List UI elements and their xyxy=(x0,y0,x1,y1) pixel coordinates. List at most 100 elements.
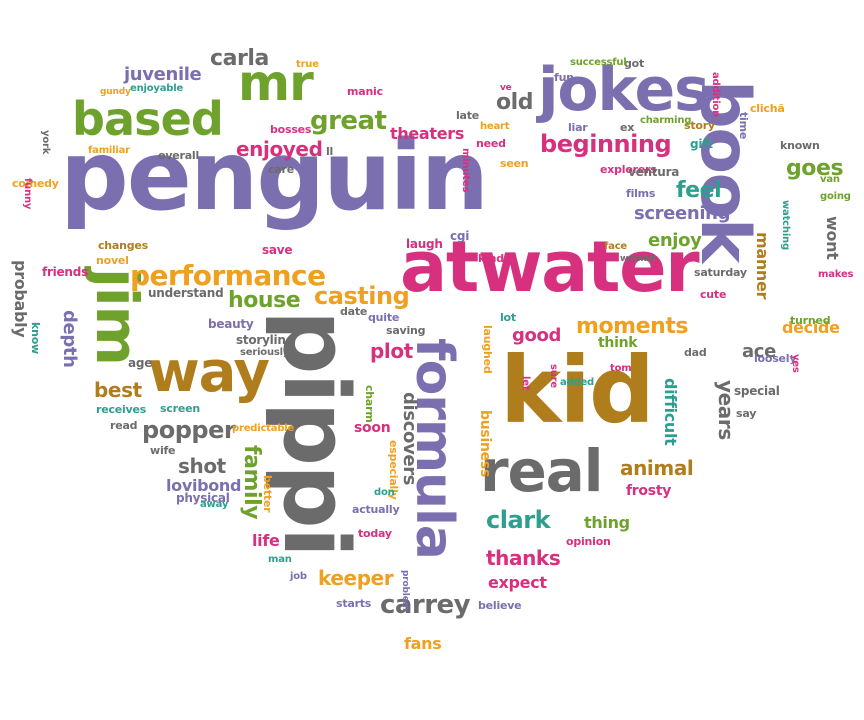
word-fans: fans xyxy=(404,634,442,653)
word-late: late xyxy=(456,109,480,122)
word-difficult: difficult xyxy=(661,378,680,446)
word-dad: dad xyxy=(684,346,707,359)
word-ex: ex xyxy=(620,121,635,134)
word-moments: moments xyxy=(576,314,689,339)
word-penguin: penguin xyxy=(60,120,489,232)
word-funny: funny xyxy=(22,178,33,210)
word-friends: friends xyxy=(42,265,88,279)
word-predictable: predictable xyxy=(232,423,295,434)
word-ve: ve xyxy=(500,83,512,93)
word-performance: performance xyxy=(130,259,326,292)
word-ace: ace xyxy=(742,341,776,362)
word-know: know xyxy=(29,322,42,354)
word-minutes: minutes xyxy=(460,148,471,193)
word-care: care xyxy=(268,163,294,176)
word-going: going xyxy=(820,191,851,202)
word-kid: kid xyxy=(500,337,655,444)
word-screen: screen xyxy=(160,402,200,415)
word-gundy: gundy xyxy=(100,87,131,97)
word-seriously: seriously xyxy=(240,347,290,358)
word-juvenile: juvenile xyxy=(124,64,202,85)
word-date: date xyxy=(340,305,368,318)
word-physical: physical xyxy=(176,491,230,505)
word-popper: popper xyxy=(142,416,236,444)
word-years: years xyxy=(714,380,738,440)
word-carla: carla xyxy=(210,46,269,71)
word-explorers: explorers xyxy=(600,163,657,176)
word-shot: shot xyxy=(178,454,226,478)
word-problem: problem xyxy=(400,570,410,611)
word-clark: clark xyxy=(486,506,551,534)
word-believe: believe xyxy=(478,599,522,612)
word-good: good xyxy=(512,325,562,346)
word-don: don xyxy=(374,487,395,498)
word-business: business xyxy=(477,410,493,478)
word-away: away xyxy=(200,499,229,510)
word-york: york xyxy=(40,130,51,155)
word-liar: liar xyxy=(568,121,588,134)
word-probably: probably xyxy=(11,260,30,338)
word-makes: makes xyxy=(818,269,854,280)
word-think: think xyxy=(598,335,638,351)
word-read: read xyxy=(110,419,138,432)
word-seen: seen xyxy=(500,157,529,170)
word-job: job xyxy=(290,571,307,582)
word-decide: decide xyxy=(782,318,840,337)
word-got: got xyxy=(624,57,645,70)
word-theaters: theaters xyxy=(390,124,465,143)
word-need: need xyxy=(476,137,506,150)
word-woman: woman xyxy=(620,254,656,264)
word-changes: changes xyxy=(98,239,148,252)
word-quite: quite xyxy=(368,311,400,324)
word-goes: goes xyxy=(786,156,844,181)
word-casting: casting xyxy=(314,282,410,310)
word-atwater: atwater xyxy=(400,226,700,308)
word-frosty: frosty xyxy=(626,483,672,499)
word-jokes: jokes xyxy=(538,55,710,125)
word-time: time xyxy=(737,112,750,140)
word-tom: tom xyxy=(610,363,632,374)
word-say: say xyxy=(736,407,757,420)
word-wife: wife xyxy=(150,444,176,457)
word-known: known xyxy=(780,139,820,152)
word-depth: depth xyxy=(59,310,80,368)
word-saturday: saturday xyxy=(694,266,747,279)
word-carrey: carrey xyxy=(380,590,471,620)
word-wont: wont xyxy=(823,216,842,260)
word-thing: thing xyxy=(584,513,630,532)
word-old: old xyxy=(496,90,534,115)
word-comedy: comedy xyxy=(12,177,59,190)
word-great: great xyxy=(310,106,387,136)
word-save: save xyxy=(262,243,293,257)
word-charm: charm xyxy=(363,385,376,423)
word-turned: turned xyxy=(790,314,831,327)
word-actually: actually xyxy=(352,503,400,516)
word-sure: sure xyxy=(548,364,559,388)
word-receives: receives xyxy=(96,403,147,416)
word-feel: feel xyxy=(676,178,722,203)
word-plot: plot xyxy=(370,339,413,363)
word-better: better xyxy=(261,475,274,513)
word-yes: yes xyxy=(790,354,801,373)
word-bosses: bosses xyxy=(270,123,312,136)
word-discovers: discovers xyxy=(399,392,420,486)
word-starts: starts xyxy=(336,597,372,610)
word-ventura: ventura xyxy=(628,165,680,179)
word-kind: kind xyxy=(478,252,504,265)
word-mr: mr xyxy=(238,54,314,112)
word-enjoy: enjoy xyxy=(648,230,702,251)
word-special: special xyxy=(734,384,780,398)
word-loosely: loosely xyxy=(754,352,797,365)
word-house: house xyxy=(228,288,301,313)
word-thanks: thanks xyxy=(486,546,561,570)
word-addition: addition xyxy=(710,72,721,118)
word-face: face xyxy=(604,241,628,252)
word-age: age xyxy=(128,356,153,370)
word-manic: manic xyxy=(347,85,383,98)
word-fun: fun xyxy=(554,71,574,84)
word-understand: understand xyxy=(148,286,224,300)
word-best: best xyxy=(94,378,142,402)
word-cute: cute xyxy=(700,288,727,301)
word-ll: ll xyxy=(326,145,334,158)
word-laugh: laugh xyxy=(406,237,443,251)
